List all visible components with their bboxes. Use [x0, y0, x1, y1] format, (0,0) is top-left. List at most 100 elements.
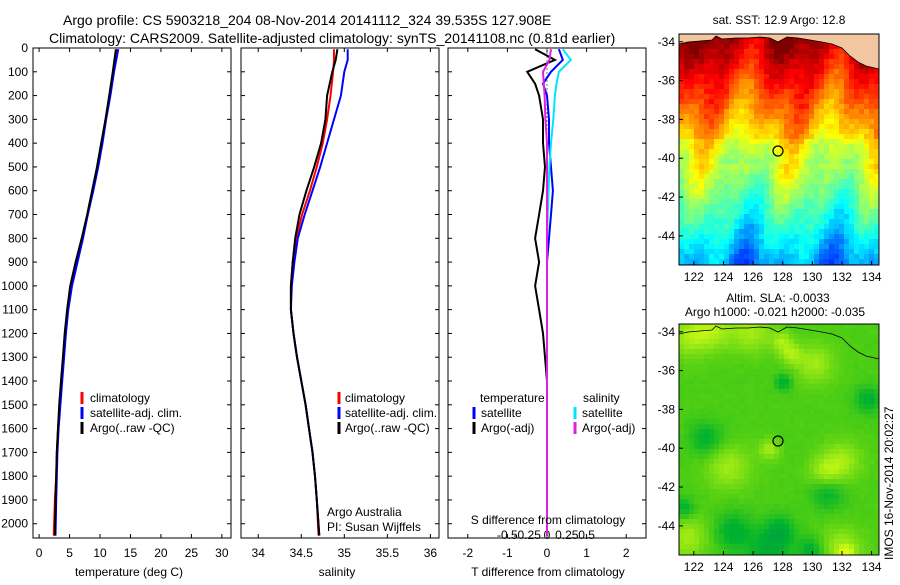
sla-cell	[719, 539, 724, 544]
sst-cell	[769, 119, 774, 124]
sla-cell	[689, 414, 694, 419]
sla-cell	[844, 464, 849, 469]
sla-cell	[769, 394, 774, 399]
sla-cell	[764, 429, 769, 434]
sla-cell	[779, 469, 784, 474]
sla-cell	[814, 474, 819, 479]
sst-cell	[874, 69, 879, 74]
sla-cell	[739, 534, 744, 539]
sla-cell	[819, 354, 824, 359]
sst-cell	[734, 219, 739, 224]
sla-cell	[844, 379, 849, 384]
sst-cell	[729, 94, 734, 99]
sla-cell	[834, 329, 839, 334]
sst-cell	[764, 214, 769, 219]
sla-cell	[859, 379, 864, 384]
depth-tick-label: 500	[8, 160, 28, 174]
sla-cell	[689, 549, 694, 554]
sla-cell	[769, 424, 774, 429]
sst-cell	[824, 69, 829, 74]
sst-cell	[824, 259, 829, 264]
sla-cell	[754, 484, 759, 489]
sst-cell	[779, 139, 784, 144]
sst-cell	[784, 189, 789, 194]
sla-cell	[839, 509, 844, 514]
sst-cell	[874, 74, 879, 79]
sst-cell	[744, 244, 749, 249]
sla-cell	[869, 489, 874, 494]
sla-cell	[859, 479, 864, 484]
sla-cell	[844, 439, 849, 444]
sst-cell	[739, 254, 744, 259]
sla-cell	[739, 389, 744, 394]
sla-cell	[724, 394, 729, 399]
sst-cell	[709, 119, 714, 124]
sst-cell	[719, 129, 724, 134]
sst-cell	[694, 249, 699, 254]
sla-cell	[739, 444, 744, 449]
sst-cell	[709, 69, 714, 74]
sla-cell	[874, 494, 879, 499]
sla-cell	[784, 339, 789, 344]
sst-cell	[809, 129, 814, 134]
sla-cell	[799, 344, 804, 349]
sst-cell	[754, 119, 759, 124]
sst-cell	[704, 229, 709, 234]
sst-cell	[799, 219, 804, 224]
sst-cell	[794, 254, 799, 259]
sla-cell	[784, 454, 789, 459]
sst-cell	[714, 179, 719, 184]
sst-cell	[764, 74, 769, 79]
sst-cell	[694, 219, 699, 224]
sla-cell	[849, 394, 854, 399]
sla-cell	[844, 444, 849, 449]
sst-cell	[809, 114, 814, 119]
temperature-tick-label: 10	[93, 546, 107, 560]
sst-cell	[859, 259, 864, 264]
sla-cell	[694, 444, 699, 449]
sla-cell	[794, 434, 799, 439]
sla-cell	[789, 544, 794, 549]
sla-cell	[714, 414, 719, 419]
sla-cell	[749, 374, 754, 379]
sst-cell	[804, 229, 809, 234]
sst-cell	[734, 224, 739, 229]
sst-cell	[729, 219, 734, 224]
sst-cell	[854, 249, 859, 254]
sla-cell	[784, 524, 789, 529]
sla-cell	[744, 444, 749, 449]
sst-cell	[709, 214, 714, 219]
sla-cell	[744, 549, 749, 554]
sst-cell	[869, 99, 874, 104]
sla-cell	[739, 429, 744, 434]
sla-cell	[834, 479, 839, 484]
sst-cell	[694, 174, 699, 179]
sst-cell	[699, 209, 704, 214]
sla-cell	[784, 329, 789, 334]
sla-cell	[774, 409, 779, 414]
sst-cell	[854, 219, 859, 224]
sla-cell	[784, 504, 789, 509]
sst-cell	[819, 194, 824, 199]
sla-cell	[694, 449, 699, 454]
sst-cell	[864, 104, 869, 109]
sst-cell	[769, 214, 774, 219]
sla-cell	[839, 434, 844, 439]
sla-cell	[689, 334, 694, 339]
sst-cell	[844, 204, 849, 209]
sla-cell	[729, 479, 734, 484]
sst-cell	[859, 119, 864, 124]
sla-cell	[864, 384, 869, 389]
sla-cell	[784, 499, 789, 504]
sla-cell	[834, 324, 839, 329]
sst-cell	[839, 234, 844, 239]
sla-cell	[699, 544, 704, 549]
sla-cell	[774, 509, 779, 514]
sst-cell	[744, 234, 749, 239]
sst-cell	[769, 239, 774, 244]
sla-cell	[759, 524, 764, 529]
sst-cell	[804, 94, 809, 99]
sst-cell	[784, 154, 789, 159]
sst-cell	[849, 114, 854, 119]
sst-cell	[844, 159, 849, 164]
